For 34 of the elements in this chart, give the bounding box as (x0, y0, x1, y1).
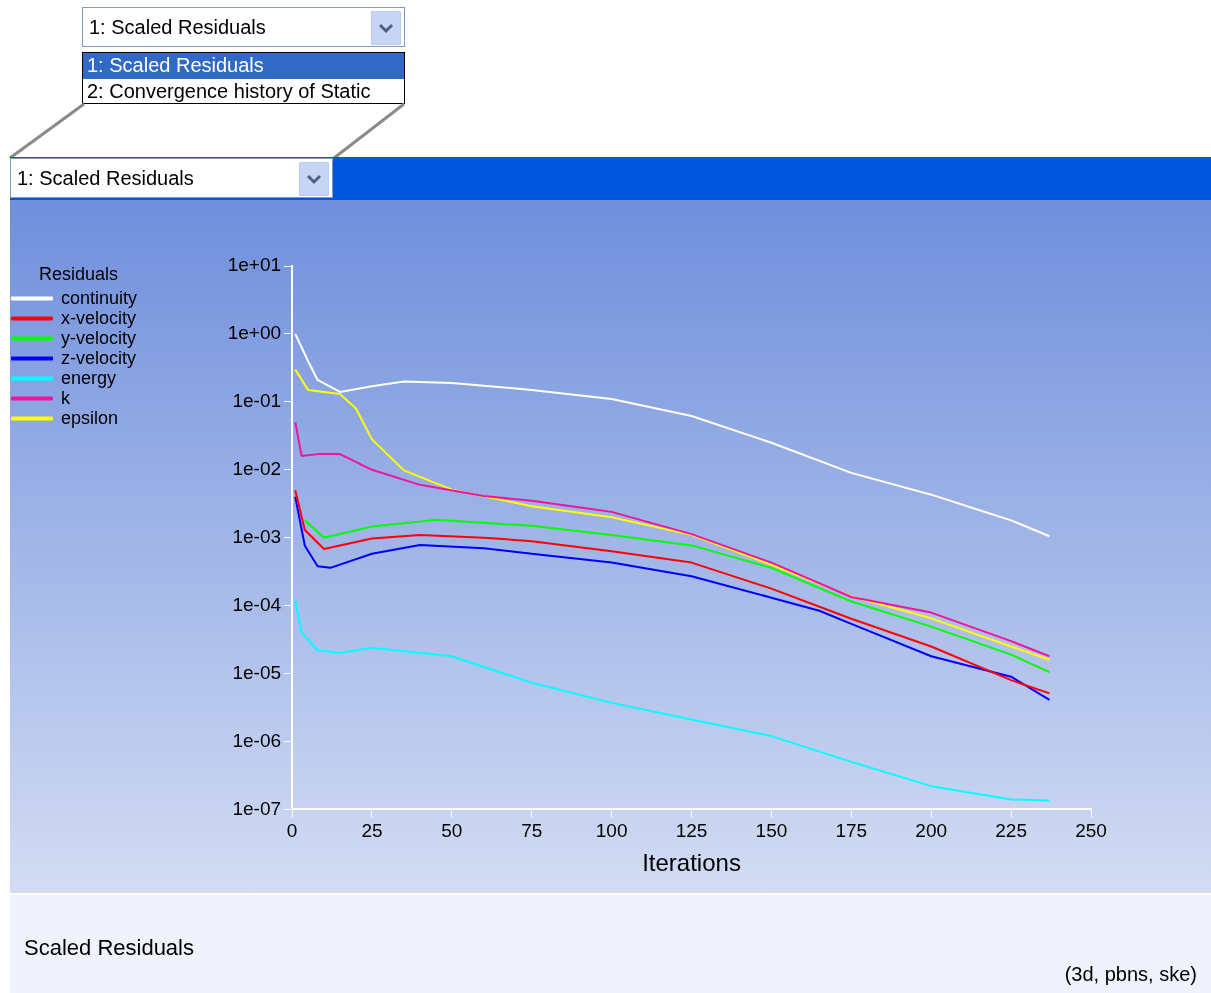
x-tick-label: 250 (1075, 820, 1107, 842)
legend-title: Residuals (39, 263, 119, 284)
y-tick-label: 1e-07 (232, 797, 282, 819)
x-tick-label: 75 (521, 820, 543, 842)
x-tick-label: 175 (835, 820, 868, 842)
x-axis-title: Iterations (642, 849, 741, 877)
legend-label: epsilon (61, 407, 119, 428)
y-tick-label: 1e+01 (227, 254, 282, 276)
legend-label: y-velocity (61, 327, 137, 348)
legend-label: continuity (61, 287, 138, 308)
y-tick-label: 1e+00 (227, 322, 282, 344)
dropdown-field: 1: Scaled Residuals (82, 7, 405, 47)
legend-label: k (61, 387, 71, 408)
x-tick-label: 25 (361, 820, 383, 842)
x-tick-label: 150 (755, 820, 788, 842)
x-tick-label: 0 (286, 820, 298, 842)
x-tick-label: 225 (995, 820, 1027, 842)
y-tick-label: 1e-06 (232, 729, 282, 751)
x-tick-label: 125 (675, 820, 708, 842)
dropdown-list: 1: Scaled Residuals 2: Convergence history of Static (82, 52, 405, 104)
legend-label: z-velocity (61, 347, 137, 368)
text: Scaled Residuals (24, 935, 194, 961)
text: (3d, pbns, ske) (1064, 963, 1197, 986)
y-tick-label: 1e-04 (232, 593, 282, 615)
dropdown-field: 1: Scaled Residuals (10, 158, 333, 198)
y-tick-label: 1e-01 (232, 390, 282, 412)
legend-label: energy (61, 367, 117, 388)
y-tick-label: 1e-05 (232, 661, 282, 683)
x-tick-label: 50 (441, 820, 463, 842)
y-tick-label: 1e-02 (232, 458, 282, 480)
y-tick-label: 1e-03 (232, 525, 282, 547)
x-tick-label: 100 (595, 820, 628, 842)
x-tick-label: 200 (915, 820, 948, 842)
legend-label: x-velocity (61, 307, 137, 328)
